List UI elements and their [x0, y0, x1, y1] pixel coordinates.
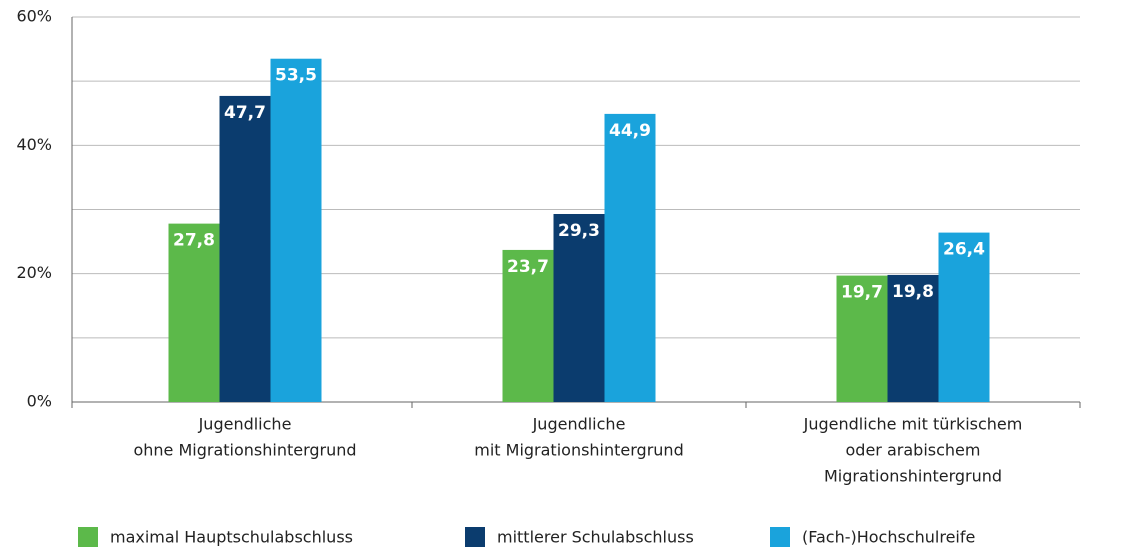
value-label: 29,3	[558, 221, 600, 241]
value-label: 19,7	[841, 283, 883, 303]
value-label: 26,4	[943, 240, 985, 260]
value-label: 44,9	[609, 121, 651, 141]
x-tick-label: ohne Migrationshintergrund	[133, 441, 356, 460]
y-tick-label: 0%	[27, 392, 52, 411]
legend-label: (Fach-)Hochschulreife	[802, 528, 975, 547]
value-label: 19,8	[892, 282, 934, 302]
bar	[219, 95, 271, 403]
y-tick-label: 60%	[16, 7, 52, 26]
value-label: 53,5	[275, 66, 317, 86]
value-label: 27,8	[173, 231, 215, 251]
x-tick-label: mit Migrationshintergrund	[474, 441, 683, 460]
legend-swatch	[770, 527, 790, 547]
value-label: 47,7	[224, 103, 266, 123]
legend-label: mittlerer Schulabschluss	[497, 528, 694, 547]
bar	[604, 113, 656, 403]
y-tick-label: 20%	[16, 263, 52, 282]
bar	[938, 232, 990, 402]
x-tick-label: Jugendliche mit türkischem	[803, 415, 1023, 434]
x-tick-label: oder arabischem	[846, 441, 981, 460]
value-label: 23,7	[507, 257, 549, 277]
bar	[836, 275, 888, 402]
bar	[502, 249, 554, 402]
bar	[553, 213, 605, 402]
bar	[887, 274, 939, 402]
y-tick-label: 40%	[16, 135, 52, 154]
legend-label: maximal Hauptschulabschluss	[110, 528, 353, 547]
x-tick-label: Jugendliche	[532, 415, 626, 434]
legend-swatch	[78, 527, 98, 547]
x-tick-label: Jugendliche	[198, 415, 292, 434]
legend-swatch	[465, 527, 485, 547]
bar	[270, 58, 322, 402]
x-tick-label: Migrationshintergrund	[824, 467, 1002, 486]
bar	[168, 223, 220, 402]
